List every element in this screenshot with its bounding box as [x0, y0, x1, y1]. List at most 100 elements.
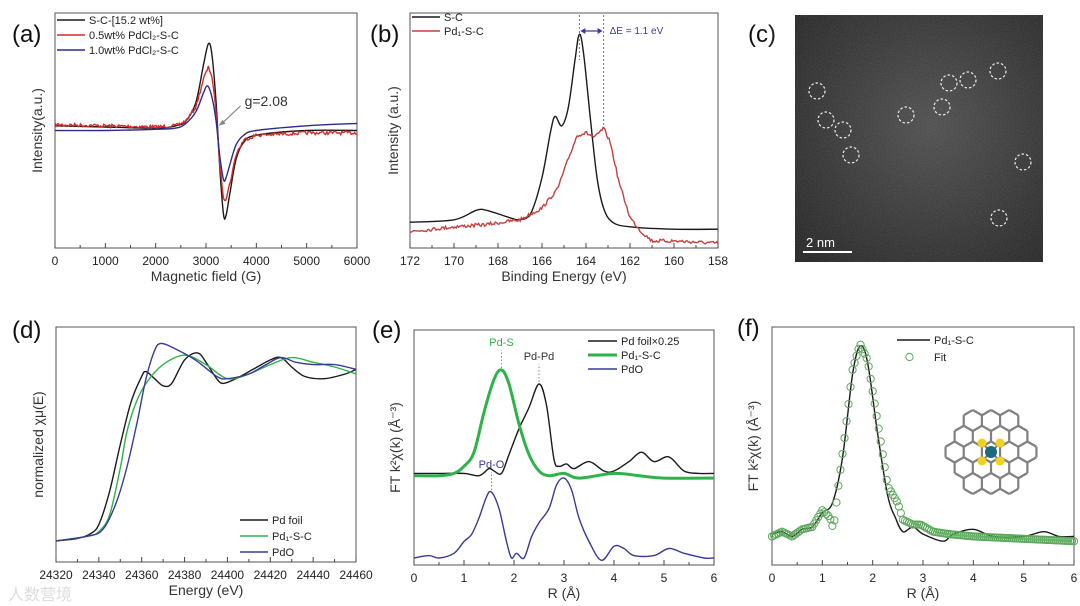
- fit-data-point: [916, 520, 926, 529]
- y-axis-label: Intensity(a.u.): [29, 88, 45, 173]
- series-pd-s-c-line: [55, 354, 357, 542]
- fit-data-point: [892, 497, 901, 506]
- panel-c-stem-image: 2 nm: [795, 15, 1043, 262]
- plot-frame: [409, 12, 719, 249]
- panel-label-a: (a): [12, 21, 41, 48]
- atom-marker: [989, 62, 1007, 80]
- series-pd-foil-0-25-line: [413, 383, 715, 477]
- x-tick-label: 24320: [39, 568, 73, 582]
- x-axis-label: Magnetic field (G): [151, 268, 261, 284]
- carbon-bond: [963, 487, 974, 495]
- sulfur-atom: [995, 456, 1005, 466]
- x-tick-label: 24360: [125, 568, 159, 582]
- carbon-bond: [999, 487, 1010, 495]
- fit-data-point: [822, 509, 831, 519]
- legend-label: Pd foil×0.25: [621, 336, 679, 348]
- peak-annotation: Pd-O: [479, 459, 505, 471]
- pd-s4-structure-inset: [944, 409, 1038, 495]
- fit-data-point: [872, 411, 881, 421]
- x-tick-label: 5000: [293, 254, 320, 268]
- x-tick-label: 2000: [142, 254, 169, 268]
- y-axis-label: normalized χμ(E): [30, 391, 46, 497]
- x-tick-label: 24400: [211, 568, 245, 582]
- fit-data-point: [842, 417, 851, 426]
- fit-data-point: [1069, 537, 1079, 546]
- x-tick-label: 0: [411, 571, 418, 585]
- panel-e-exafs-chart: 0 1 2 3 4 5 6 R (Å) FT k²χ(k) (Å⁻³) Pd foil×0.25 P…: [387, 329, 718, 601]
- x-tick-label: 3: [920, 571, 927, 585]
- legend-label: Fit: [934, 352, 946, 364]
- atom-marker: [1014, 153, 1032, 171]
- x-tick-label: 170: [444, 254, 464, 268]
- fit-data-point: [866, 374, 875, 383]
- fit-data-point: [908, 520, 918, 529]
- series-1-0wt-pdcl-s-c-line: [54, 85, 358, 182]
- series-fit-markers: [767, 340, 1079, 546]
- carbon-bond: [999, 409, 1010, 417]
- fit-data-point: [868, 387, 877, 396]
- atom-marker: [933, 98, 951, 116]
- carbon-bond: [1008, 472, 1019, 480]
- atom-marker: [834, 121, 852, 139]
- fit-data-point: [840, 433, 849, 443]
- series-0-5wt-pdcl-s-c-line: [54, 65, 358, 202]
- carbon-bond: [1008, 409, 1019, 417]
- panel-label-e: (e): [372, 317, 401, 344]
- x-tick-label: 5: [661, 571, 668, 585]
- x-axis-label: R (Å): [907, 585, 940, 601]
- panel-label-c: (c): [748, 21, 776, 48]
- carbon-bond: [972, 472, 983, 480]
- x-axis-label: R (Å): [548, 585, 581, 601]
- x-tick-label: 4: [611, 571, 618, 585]
- x-tick-label: 1000: [92, 254, 119, 268]
- panel-label-f: (f): [737, 315, 760, 342]
- x-tick-label: 3: [561, 571, 568, 585]
- fit-data-point: [920, 523, 930, 532]
- carbon-bond: [963, 440, 974, 448]
- fit-data-point: [878, 450, 887, 459]
- x-tick-label: 2: [869, 571, 876, 585]
- series-pd-s-c-line: [409, 126, 719, 245]
- x-tick-label: 164: [576, 254, 596, 268]
- y-axis-label: FT k²χ(k) (Å⁻³): [387, 402, 403, 493]
- delta-e-annotation: ΔE = 1.1 eV: [610, 26, 664, 37]
- fit-data-point: [910, 520, 920, 529]
- fit-data-point: [834, 481, 843, 490]
- sulfur-atom: [995, 438, 1005, 448]
- legend-label: Pd₁-S-C: [934, 335, 974, 347]
- series-pd-s-c-line: [413, 368, 715, 480]
- fit-data-point: [876, 437, 885, 446]
- carbon-bond: [954, 472, 965, 480]
- legend-label: Pd₁-S-C: [621, 350, 661, 362]
- fit-data-point: [858, 345, 867, 354]
- fit-data-point: [926, 526, 936, 535]
- carbon-bond: [1008, 487, 1019, 495]
- x-tick-label: 166: [532, 254, 552, 268]
- x-tick-label: 1: [819, 571, 826, 585]
- y-axis-label: Intensity (a.u.): [385, 86, 401, 175]
- x-tick-label: 0: [52, 254, 59, 268]
- series-pdo-line: [413, 477, 715, 561]
- fit-data-point: [830, 516, 839, 525]
- fit-data-point: [828, 521, 837, 531]
- carbon-bond: [1017, 456, 1028, 464]
- fit-data-point: [882, 475, 891, 485]
- fit-data-point: [864, 362, 873, 371]
- arrow-head-icon: [218, 119, 226, 126]
- carbon-bond: [954, 456, 965, 464]
- fit-data-point: [918, 521, 928, 531]
- single-atom-markers: [808, 62, 1032, 227]
- x-tick-label: 3000: [193, 254, 220, 268]
- fit-data-point: [912, 520, 922, 529]
- annotation-arrow: [221, 105, 241, 125]
- peak-annotation: Pd-S: [489, 337, 513, 349]
- fit-data-point: [870, 399, 879, 408]
- x-tick-label: 24420: [254, 568, 288, 582]
- x-tick-label: 168: [488, 254, 508, 268]
- x-tick-label: 24460: [339, 568, 373, 582]
- carbon-bond: [944, 440, 956, 448]
- x-tick-label: 162: [620, 254, 640, 268]
- stem-image-texture: [795, 15, 1043, 262]
- atom-marker: [808, 82, 826, 100]
- carbon-bond: [972, 409, 983, 417]
